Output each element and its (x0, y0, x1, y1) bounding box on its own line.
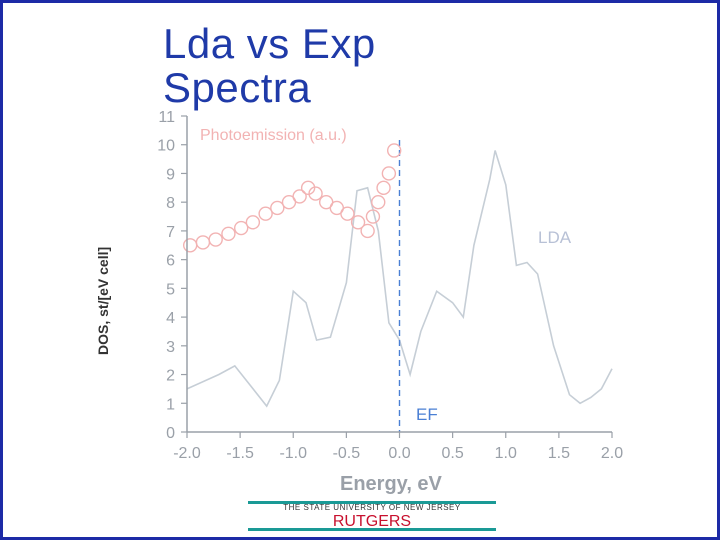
photoemission-point (381, 166, 397, 181)
photoemission-point (350, 215, 366, 230)
slide-title: Lda vs Exp Spectra (163, 22, 376, 110)
lda-series-line (186, 150, 613, 408)
photoemission-point (233, 220, 249, 236)
y-tick-label: 6 (166, 253, 175, 270)
y-tick-label: 5 (166, 281, 175, 298)
title-line-2: Spectra (163, 64, 312, 111)
photoemission-point (376, 180, 391, 196)
x-tick-label: 1.0 (495, 445, 517, 462)
y-tick-label: 7 (166, 224, 175, 241)
x-tick-label: -0.5 (333, 445, 361, 462)
y-tick-label: 0 (166, 425, 175, 442)
footer-tagline: THE STATE UNIVERSITY OF NEW JERSEY (283, 503, 461, 512)
photoemission-point (182, 238, 198, 253)
y-tick-label: 3 (166, 339, 175, 356)
x-tick-label: 1.5 (548, 445, 570, 462)
photoemission-point (221, 226, 236, 241)
x-axis-label: Energy, eV (340, 473, 443, 495)
y-tick-label: 11 (158, 109, 175, 126)
y-tick-label: 9 (166, 166, 175, 183)
photoemission-point (365, 209, 381, 224)
ef-label: EF (416, 405, 438, 424)
photoemission-point (245, 215, 261, 230)
y-axis-label: DOS, st/[eV cell] (95, 247, 111, 355)
photoemission-label: Photoemission (a.u.) (200, 127, 347, 144)
photoemission-point (195, 235, 211, 250)
footer-rule-top (248, 501, 496, 504)
photoemission-point (208, 232, 223, 247)
footer-rule-bottom (248, 528, 496, 531)
x-tick-label: 0.0 (388, 445, 410, 462)
photoemission-point (270, 200, 285, 216)
lda-label: LDA (538, 228, 572, 247)
footer-rutgers: RUTGERS (332, 513, 412, 530)
y-tick-label: 2 (166, 368, 175, 385)
x-tick-label: -1.5 (226, 445, 254, 462)
photoemission-point (386, 143, 402, 158)
photoemission-point (292, 189, 307, 204)
title-line-1: Lda vs Exp (163, 20, 376, 67)
y-tick-label: 4 (166, 310, 175, 327)
x-tick-label: -1.0 (279, 445, 307, 462)
y-tick-label: 1 (166, 396, 175, 413)
y-tick-label: 8 (166, 195, 175, 212)
photoemission-point (360, 223, 375, 239)
photoemission-point (308, 186, 323, 201)
photoemission-point (258, 206, 273, 221)
x-tick-label: -2.0 (173, 445, 201, 462)
photoemission-point (371, 194, 386, 210)
x-tick-label: 0.5 (442, 445, 464, 462)
y-tick-label: 10 (157, 138, 175, 155)
x-tick-label: 2.0 (601, 445, 623, 462)
photoemission-point (340, 206, 355, 221)
